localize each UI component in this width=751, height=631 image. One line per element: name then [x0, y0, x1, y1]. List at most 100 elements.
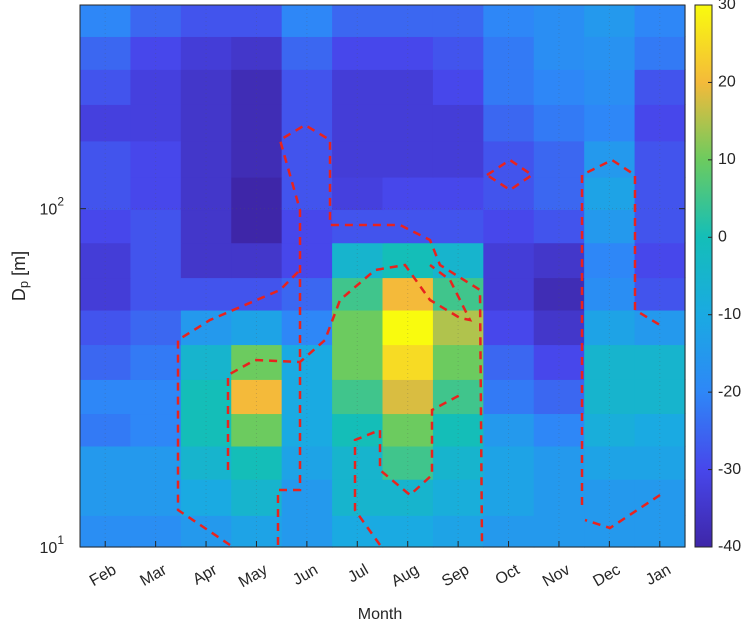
contour-cell	[634, 413, 686, 447]
contour-cell	[332, 104, 384, 142]
contour-cell	[231, 209, 283, 244]
significance-contour	[226, 263, 473, 470]
contour-cell	[634, 176, 686, 211]
y-tick-label-base: 10	[40, 540, 58, 557]
contour-cell	[80, 242, 132, 279]
x-tick-label: Apr	[190, 561, 221, 589]
x-tick-label: May	[236, 561, 271, 591]
contour-cell	[281, 5, 333, 37]
contour-cell	[382, 140, 434, 178]
colorbar: -40 -30 -20 -10 0 10 20 30	[694, 0, 741, 555]
contour-cell	[382, 104, 434, 142]
contour-cell	[281, 479, 333, 516]
contour-cell	[231, 242, 283, 279]
contour-cell	[281, 379, 333, 415]
contour-cell	[80, 445, 132, 480]
contour-cell	[231, 69, 283, 105]
contour-field	[80, 5, 686, 548]
x-tick-label: Jul	[345, 561, 371, 586]
contour-cell	[584, 277, 636, 311]
contour-cell	[281, 36, 333, 70]
contour-cell	[281, 413, 333, 447]
contour-cell	[483, 277, 535, 311]
x-tick-label: Mar	[137, 561, 170, 590]
contour-cell	[332, 36, 384, 70]
contour-cell	[483, 176, 535, 211]
contour-cell	[130, 344, 182, 380]
x-tick-label: Sep	[439, 561, 472, 590]
contour-cell	[584, 140, 636, 178]
contour-cell	[584, 69, 636, 105]
contour-cell	[130, 36, 182, 70]
contour-cell	[332, 413, 384, 447]
contour-cell	[180, 176, 232, 211]
contour-cell	[382, 344, 434, 380]
contour-cell	[634, 344, 686, 380]
contour-cell	[483, 309, 535, 346]
contour-cell	[432, 209, 484, 244]
contour-cell	[634, 104, 686, 142]
contour-cell	[533, 5, 585, 37]
contour-cell	[533, 277, 585, 311]
contour-cell	[180, 36, 232, 70]
contour-cell	[281, 445, 333, 480]
colorbar-tick-label: -20	[718, 383, 741, 400]
contour-cell	[382, 445, 434, 480]
contour-cell	[80, 379, 132, 415]
contour-cell	[533, 209, 585, 244]
contour-cell	[432, 344, 484, 380]
colorbar-tick-label: -30	[718, 461, 741, 478]
contour-cell	[180, 379, 232, 415]
contour-cell	[584, 479, 636, 516]
contour-cell	[80, 5, 132, 37]
contour-cell	[432, 445, 484, 480]
contour-cell	[483, 479, 535, 516]
contour-cell	[180, 445, 232, 480]
contour-cell	[180, 242, 232, 279]
x-tick-label: Jun	[290, 561, 321, 589]
contour-cell	[332, 479, 384, 516]
y-axis-label-main: D	[9, 288, 29, 301]
contour-cell	[584, 344, 636, 380]
contour-cell	[281, 69, 333, 105]
contour-cell	[180, 413, 232, 447]
contour-cell	[281, 242, 333, 279]
significance-contour	[580, 158, 661, 530]
contour-cell	[332, 69, 384, 105]
contour-cell	[80, 176, 132, 211]
contour-cell	[231, 379, 283, 415]
contour-cell	[80, 413, 132, 447]
contour-cell	[634, 242, 686, 279]
contour-cell	[180, 479, 232, 516]
contour-cell	[231, 344, 283, 380]
y-tick-label: 101	[40, 533, 65, 557]
y-axis-label: Dp [m]	[9, 251, 32, 301]
contour-cell	[382, 5, 434, 37]
contour-cell	[634, 277, 686, 311]
contour-cell	[231, 104, 283, 142]
contour-cell	[382, 69, 434, 105]
contour-cell	[483, 445, 535, 480]
x-axis-label: Month	[358, 606, 402, 623]
contour-cell	[533, 176, 585, 211]
contour-cell	[130, 479, 182, 516]
colorbar-tick-label: 30	[718, 0, 736, 13]
contour-cell	[130, 445, 182, 480]
contour-cell	[432, 413, 484, 447]
contour-cell	[130, 140, 182, 178]
contour-cell	[483, 5, 535, 37]
x-tick-label: Jan	[643, 561, 674, 589]
contour-cell	[180, 277, 232, 311]
contour-cell	[180, 5, 232, 37]
contour-cell	[281, 309, 333, 346]
significance-contour	[276, 123, 484, 546]
y-tick-label: 102	[40, 195, 65, 219]
contour-cell	[231, 479, 283, 516]
y-axis-label-unit: [m]	[9, 251, 29, 276]
contour-cell	[382, 379, 434, 415]
contour-cell	[281, 176, 333, 211]
contour-cell	[80, 209, 132, 244]
contour-cell	[432, 5, 484, 37]
contour-cell	[533, 140, 585, 178]
contour-cell	[332, 140, 384, 178]
